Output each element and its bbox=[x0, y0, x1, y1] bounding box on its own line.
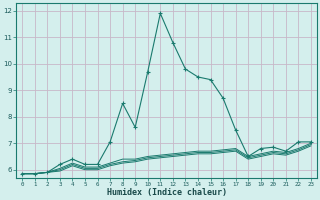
X-axis label: Humidex (Indice chaleur): Humidex (Indice chaleur) bbox=[107, 188, 227, 197]
